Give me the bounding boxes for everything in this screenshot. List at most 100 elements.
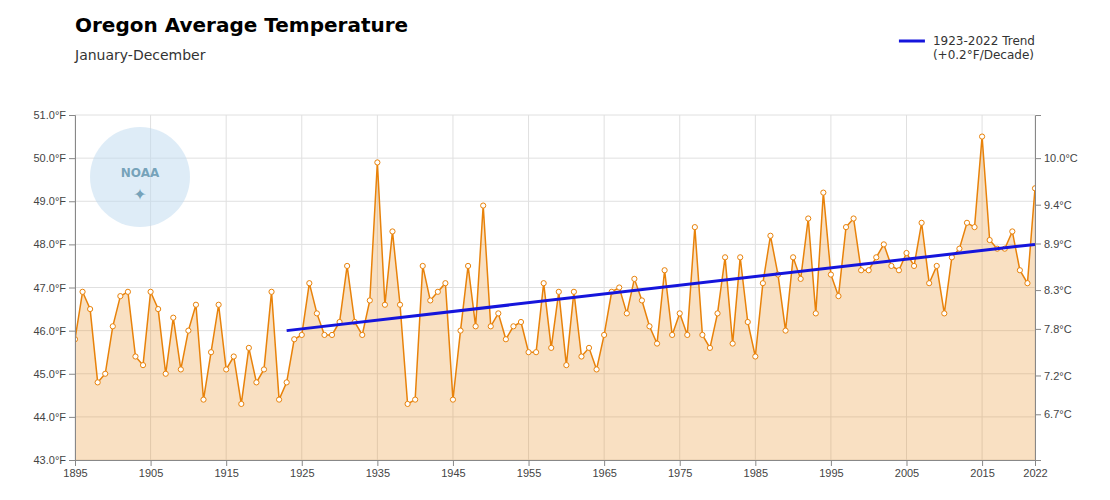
tick-mark [1035,244,1041,245]
point [851,216,856,221]
grid-line [75,115,1035,116]
point [617,285,622,290]
tick: 2015 [970,460,994,479]
point [428,298,433,303]
grid-line [75,201,1035,202]
point [299,332,304,337]
point [654,341,659,346]
tick-label: 1965 [592,467,616,479]
legend-item: 1923-2022 Trend(+0.2°F/Decade) [899,34,1035,62]
point [1032,186,1035,191]
point [632,276,637,281]
point [602,332,607,337]
point [1025,281,1030,286]
tick: 1945 [441,460,465,479]
point [685,332,690,337]
point [481,203,486,208]
point [859,268,864,273]
point [730,341,735,346]
tick-mark [755,460,756,466]
subtitle: January-December [74,47,206,63]
trend-line [287,244,1035,330]
tick: 1985 [744,460,768,479]
tick-mark [1035,290,1041,291]
tick-label: 1925 [290,467,314,479]
point [934,263,939,268]
point [798,276,803,281]
tick-label: 46.0°F [33,325,66,337]
tick: 1965 [592,460,616,479]
x-axis: 1895190519151925193519451955196519751985… [63,460,1047,479]
tick: 47.0°F [33,282,75,294]
point [473,324,478,329]
tick: 2022 [1023,460,1047,479]
point [413,397,418,402]
legend-label: 1923-2022 Trend(+0.2°F/Decade) [933,34,1035,62]
tick: 45.0°F [33,368,75,380]
point [284,380,289,385]
point [715,311,720,316]
point [821,190,826,195]
tick-label: 1945 [441,467,465,479]
point [806,216,811,221]
point [254,380,259,385]
tick: 8.3°C [1035,284,1072,296]
point [269,289,274,294]
y2-axis: 6.7°C7.2°C7.8°C8.3°C8.9°C9.4°C10.0°C [1035,116,1078,461]
tick-label: 44.0°F [33,411,66,423]
point [889,263,894,268]
point [564,363,569,368]
point [534,350,539,355]
tick: 9.4°C [1035,199,1072,211]
point [722,255,727,260]
point [458,328,463,333]
tick-label: 1895 [63,467,87,479]
tick-label: 1935 [366,467,390,479]
tick-label: 45.0°F [33,368,66,380]
point [707,345,712,350]
tick-mark [1035,158,1041,159]
tick-mark [226,460,227,466]
point [224,367,229,372]
tick: 49.0°F [33,195,75,207]
axis-line [76,461,1036,467]
tick-mark [1035,329,1041,330]
point [503,337,508,342]
grid-line [75,158,1035,159]
tick-mark [906,460,907,466]
grid [75,115,1035,460]
point [594,367,599,372]
point [791,255,796,260]
tick: 8.9°C [1035,238,1072,250]
tick-label: 1955 [517,467,541,479]
tick: 46.0°F [33,325,75,337]
tick: 1895 [63,460,87,479]
point [103,371,108,376]
point [692,225,697,230]
point [549,345,554,350]
tick-mark [1035,414,1041,415]
tick-label: 49.0°F [33,195,66,207]
point [186,328,191,333]
point [700,332,705,337]
tick: 1905 [139,460,163,479]
point [465,263,470,268]
tick-mark [69,460,75,461]
point [246,345,251,350]
point [541,281,546,286]
tick-mark [69,374,75,375]
point [276,397,281,402]
area [75,137,1035,460]
point [239,401,244,406]
tick: 43.0°F [33,454,75,466]
point [927,281,932,286]
point [979,134,984,139]
tick-label: 1995 [819,467,843,479]
point [118,294,123,299]
tick-mark [1035,205,1041,206]
tick: 51.0°F [33,109,75,121]
point [677,311,682,316]
point [443,281,448,286]
axis-line [1036,116,1042,461]
watermark-circle [90,127,190,227]
